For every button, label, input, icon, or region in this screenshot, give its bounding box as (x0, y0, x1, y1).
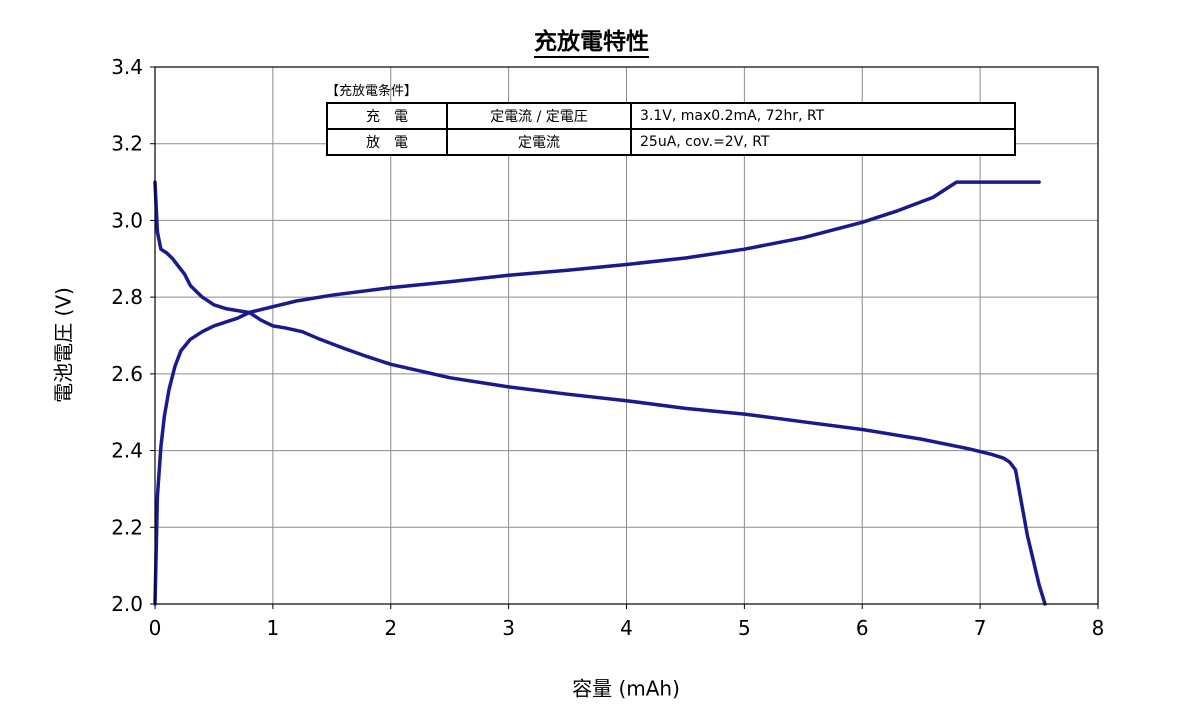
y-tick-label: 3.2 (111, 132, 143, 156)
x-tick-label: 6 (856, 616, 869, 640)
y-tick-label: 2.0 (111, 592, 143, 616)
y-axis-label: 電池電圧 (V) (51, 287, 76, 403)
y-tick-label: 3.0 (111, 208, 143, 232)
conditions-title: 【充放電条件】 (326, 84, 418, 99)
x-tick-label: 0 (149, 616, 162, 640)
y-tick-label: 2.4 (111, 439, 143, 463)
charge-mode-cell: 充 電 (326, 102, 448, 130)
y-tick-label: 2.2 (111, 515, 143, 539)
x-tick-label: 3 (502, 616, 515, 640)
discharge-detail-cell: 25uA, cov.=2V, RT (630, 128, 1016, 156)
discharge-curve (153, 180, 1047, 606)
discharge-mode-cell: 放 電 (326, 128, 448, 156)
charge-method-cell: 定電流 / 定電圧 (446, 102, 632, 130)
x-tick-label: 5 (738, 616, 751, 640)
y-tick-label: 2.6 (111, 362, 143, 386)
y-tick-label: 3.4 (111, 55, 143, 79)
x-tick-label: 2 (384, 616, 397, 640)
discharge-method-cell: 定電流 (446, 128, 632, 156)
x-tick-label: 7 (974, 616, 987, 640)
charge-curve (153, 180, 1041, 606)
series-lines (153, 180, 1047, 606)
conditions-table: 充 電 定電流 / 定電圧 3.1V, max0.2mA, 72hr, RT 放… (326, 102, 1016, 156)
chart-title: 充放電特性 (0, 22, 1183, 58)
x-tick-label: 8 (1092, 616, 1105, 640)
x-axis-label: 容量 (mAh) (572, 676, 680, 701)
x-tick-label: 4 (620, 616, 633, 640)
plot-frame (154, 66, 1099, 605)
x-tick-labels: 0 1 2 3 4 5 6 7 8 (149, 616, 1105, 640)
y-tick-label: 2.8 (111, 285, 143, 309)
conditions-row-charge: 充 電 定電流 / 定電圧 3.1V, max0.2mA, 72hr, RT (326, 102, 1016, 130)
y-tick-labels: 2.0 2.2 2.4 2.6 2.8 3.0 3.2 3.4 (111, 55, 143, 616)
conditions-row-discharge: 放 電 定電流 25uA, cov.=2V, RT (326, 128, 1016, 156)
x-tick-label: 1 (267, 616, 280, 640)
charge-detail-cell: 3.1V, max0.2mA, 72hr, RT (630, 102, 1016, 130)
